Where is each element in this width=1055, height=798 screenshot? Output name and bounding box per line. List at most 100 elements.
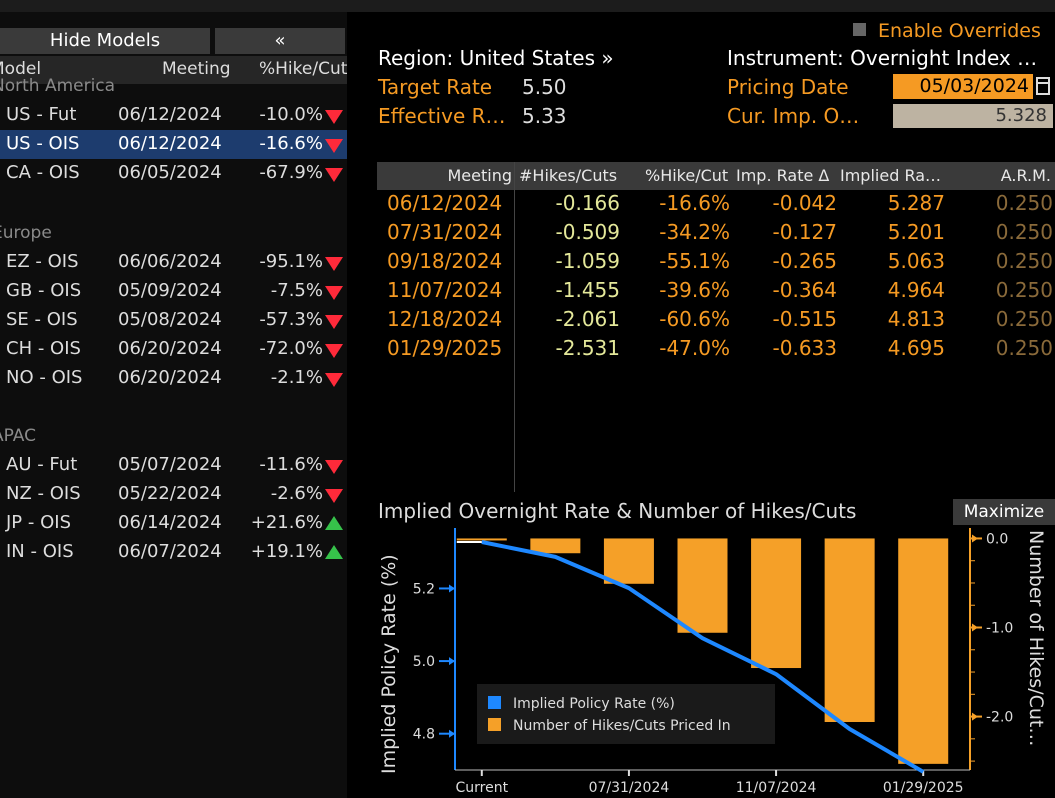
maximize-button[interactable]: Maximize [953, 499, 1055, 525]
model-row[interactable]: US - Fut 06/12/2024 -10.0% [0, 101, 347, 130]
model-row[interactable]: SE - OIS 05/08/2024 -57.3% [0, 306, 347, 335]
model-name: SE - OIS [6, 309, 78, 330]
legend-box [477, 684, 775, 744]
model-row[interactable]: EZ - OIS 06/06/2024 -95.1% [0, 248, 347, 277]
table-row[interactable]: 12/18/2024 -2.061 -60.6% -0.515 4.813 0.250 [377, 305, 1055, 334]
hikes-bar [751, 538, 802, 669]
x-tick-label: 01/29/2025 [883, 780, 964, 796]
collapse-panel-button[interactable]: « [215, 28, 345, 54]
col-implied[interactable]: Implied Ra… [840, 166, 942, 185]
imp-delta-cell: -0.515 [772, 307, 837, 331]
pct-hike-cut: -95.1% [259, 251, 323, 272]
table-row[interactable]: 01/29/2025 -2.531 -47.0% -0.633 4.695 0.250 [377, 334, 1055, 363]
model-row[interactable]: CA - OIS 06/05/2024 -67.9% [0, 159, 347, 188]
meeting-date: 06/20/2024 [118, 367, 222, 388]
y-tick-arrow [449, 657, 455, 666]
col-pct[interactable]: %Hike/Cut [645, 166, 729, 185]
hikes-bar [603, 538, 654, 584]
y-tick-label: 4.8 [413, 727, 435, 743]
meeting-cell: 11/07/2024 [387, 278, 503, 302]
arm-cell: 0.250 [995, 307, 1053, 331]
implied-rate-cell: 4.964 [887, 278, 945, 302]
y-tick-arrow [449, 584, 455, 593]
imp-delta-cell: -0.265 [772, 249, 837, 273]
arrow-down-icon [325, 257, 343, 271]
arrow-down-icon [325, 344, 343, 358]
meeting-date: 05/22/2024 [118, 483, 222, 504]
cur-imp-field: 5.328 [893, 104, 1053, 128]
model-row[interactable]: AU - Fut 05/07/2024 -11.6% [0, 451, 347, 480]
pct-cell: -60.6% [659, 307, 730, 331]
arm-cell: 0.250 [995, 336, 1053, 360]
region-selector[interactable]: Region: United States » [378, 46, 614, 70]
table-row[interactable]: 11/07/2024 -1.455 -39.6% -0.364 4.964 0.250 [377, 276, 1055, 305]
model-name: NO - OIS [6, 367, 83, 388]
pct-hike-cut: +19.1% [250, 541, 323, 562]
model-name: IN - OIS [6, 541, 74, 562]
legend-label-hikes: Number of Hikes/Cuts Priced In [513, 718, 731, 734]
column-model[interactable]: Model [0, 59, 42, 79]
col-meeting[interactable]: Meeting [447, 166, 512, 185]
table-row[interactable]: 06/12/2024 -0.166 -16.6% -0.042 5.287 0.250 [377, 189, 1055, 218]
model-name: CA - OIS [6, 162, 80, 183]
arrow-down-icon [325, 489, 343, 503]
meeting-cell: 12/18/2024 [387, 307, 503, 331]
model-row[interactable]: NZ - OIS 05/22/2024 -2.6% [0, 480, 347, 509]
table-row[interactable]: 09/18/2024 -1.059 -55.1% -0.265 5.063 0.250 [377, 247, 1055, 276]
arrow-down-icon [325, 373, 343, 387]
model-row[interactable]: JP - OIS 06/14/2024 +21.6% [0, 509, 347, 538]
pct-hike-cut: -57.3% [259, 309, 323, 330]
implied-rate-cell: 5.201 [887, 220, 945, 244]
model-name: US - Fut [6, 104, 77, 125]
y2-axis-label: Number of Hikes/Cut… [1025, 530, 1047, 746]
chart-title: Implied Overnight Rate & Number of Hikes… [378, 499, 857, 523]
pct-cell: -34.2% [659, 220, 730, 244]
x-tick-label: Current [455, 780, 508, 796]
hikes-cell: -0.509 [555, 220, 620, 244]
checkbox-icon[interactable] [853, 23, 866, 36]
hikes-bar [530, 538, 581, 554]
enable-overrides-label: Enable Overrides [878, 20, 1041, 42]
y2-tick-label: -1.0 [986, 621, 1013, 637]
meeting-cell: 01/29/2025 [387, 336, 503, 360]
cur-imp-label: Cur. Imp. O… [727, 104, 860, 128]
table-row[interactable]: 07/31/2024 -0.509 -34.2% -0.127 5.201 0.250 [377, 218, 1055, 247]
region-header: Europe [0, 223, 52, 243]
enable-overrides-checkbox[interactable]: Enable Overrides [853, 20, 1041, 42]
meeting-date: 06/07/2024 [118, 541, 222, 562]
top-strip [0, 0, 1055, 12]
column-meeting[interactable]: Meeting [162, 59, 231, 79]
pct-cell: -16.6% [659, 191, 730, 215]
y-tick-label: 5.0 [413, 654, 435, 670]
meeting-cell: 07/31/2024 [387, 220, 503, 244]
meeting-date: 06/05/2024 [118, 162, 222, 183]
column-pct[interactable]: %Hike/Cut [259, 59, 348, 79]
legend-label-rate: Implied Policy Rate (%) [513, 696, 675, 712]
imp-delta-cell: -0.364 [772, 278, 837, 302]
model-row[interactable]: US - OIS 06/12/2024 -16.6% [0, 130, 347, 159]
y2-tick-label: 0.0 [986, 531, 1008, 547]
arrow-down-icon [325, 315, 343, 329]
col-arm[interactable]: A.R.M. [1000, 166, 1051, 185]
model-row[interactable]: IN - OIS 06/07/2024 +19.1% [0, 538, 347, 567]
instrument-selector[interactable]: Instrument: Overnight Index … [727, 46, 1038, 70]
model-name: EZ - OIS [6, 251, 79, 272]
arm-cell: 0.250 [995, 191, 1053, 215]
model-row[interactable]: CH - OIS 06/20/2024 -72.0% [0, 335, 347, 364]
hide-models-button[interactable]: Hide Models [0, 28, 210, 54]
models-table-header: Model Meeting %Hike/Cut [0, 56, 347, 84]
calendar-icon[interactable] [1036, 77, 1050, 95]
model-name: GB - OIS [6, 280, 82, 301]
col-hikes[interactable]: #Hikes/Cuts [519, 166, 618, 185]
pricing-date-input[interactable]: 05/03/2024 [893, 74, 1033, 99]
col-imp-delta[interactable]: Imp. Rate Δ [736, 166, 830, 185]
model-row[interactable]: GB - OIS 05/09/2024 -7.5% [0, 277, 347, 306]
y-tick-label: 5.2 [413, 581, 435, 597]
arrow-down-icon [325, 168, 343, 182]
model-row[interactable]: NO - OIS 06/20/2024 -2.1% [0, 364, 347, 393]
hikes-cell: -1.455 [555, 278, 620, 302]
pct-cell: -55.1% [659, 249, 730, 273]
hikes-bar [677, 538, 728, 633]
model-name: NZ - OIS [6, 483, 81, 504]
imp-delta-cell: -0.633 [772, 336, 837, 360]
